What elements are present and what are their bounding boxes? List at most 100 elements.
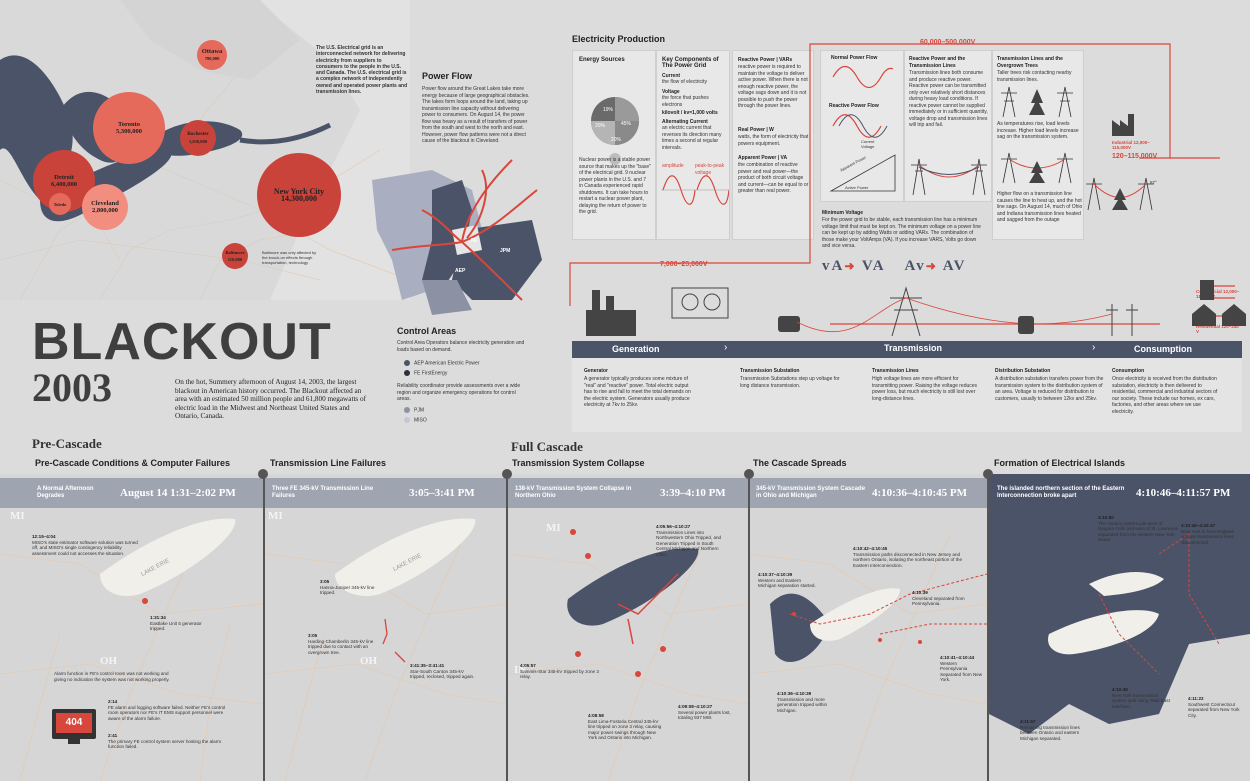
event-note: Alarm function in FE's control room was …	[54, 671, 179, 682]
band-time: August 14 1:31–2:02 PM	[120, 487, 236, 499]
event-text: Cleveland separated from Pennsylvania.	[912, 595, 965, 607]
overgrown-trees-box: Transmission Lines and the Overgrown Tre…	[992, 50, 1084, 240]
event-time: 4:11:22	[1188, 696, 1204, 701]
city-pop: 6,400,000	[51, 181, 77, 188]
desc-title: Distribution Substation	[995, 368, 1051, 374]
event-note: 4:10:37–4:10:39 Western and Eastern Michi…	[758, 572, 816, 589]
panel-title: Formation of Electrical Islands	[994, 458, 1126, 468]
label-jpm: JPM	[500, 248, 511, 254]
va-symbol: vA	[822, 258, 845, 274]
reliability-text: Reliability coordinator provide assessme…	[397, 383, 521, 402]
event-note: 4:10:46–4:10:47 New York to New England u…	[1181, 523, 1245, 545]
kv-label: kilovolt / kv=1,000 volts	[662, 110, 718, 116]
event-text: The primary FE control system server hos…	[108, 738, 222, 750]
power-flow-title: Power Flow	[422, 71, 473, 81]
timeline-dot	[502, 469, 512, 479]
event-time: 4:08:58	[588, 713, 604, 718]
event-note: 4:05:56–4:10:27 Transmission Lines into N…	[656, 524, 726, 558]
city-pop: 2,800,000	[92, 207, 118, 214]
city-name: Baltimore	[225, 250, 245, 255]
event-note: 4:10:50 The Ontario system just west of N…	[1098, 515, 1178, 543]
event-time: 4:05:56–4:10:27	[656, 524, 691, 529]
panel-line-failures	[265, 474, 506, 781]
city-name: Cleveland	[91, 200, 119, 207]
ptp-label: peak-to-peak voltage	[695, 163, 725, 176]
voltage-mid: 120–115,000V	[1112, 153, 1158, 160]
stage-consumption: Consumption	[1134, 344, 1192, 354]
city-pop: 1,050,000	[189, 139, 207, 144]
event-note: 4:10:36–4:10:39 Transmission and more gen…	[777, 691, 841, 713]
event-text: Western and Eastern Michigan separation …	[758, 577, 816, 589]
phase-pre-cascade: Pre-Cascade	[32, 436, 102, 451]
desc-text: Transmission Substations step up voltage…	[740, 376, 840, 389]
event-time: 4:10:36–4:10:39	[777, 691, 812, 696]
event-text: Transmission and more generation tripped…	[777, 696, 828, 713]
event-time: 1:31:34	[150, 615, 166, 620]
city-name: Detroit	[54, 174, 74, 181]
panel-map	[0, 518, 263, 781]
event-time: 4:10:46–4:10:47	[1181, 523, 1216, 528]
panel-map	[265, 518, 506, 781]
event-note: 4:11:57 Remaining transmission lines betw…	[1020, 719, 1086, 741]
power-flow-map	[362, 150, 552, 318]
pie-label: 20%	[611, 137, 622, 143]
city-note: Baltimore was only affected by the knock…	[262, 250, 317, 265]
band-label: Three FE 345-kV Transmission Line Failur…	[272, 486, 374, 499]
trees-title: Transmission Lines and the Overgrown Tre…	[997, 56, 1063, 69]
band-time: 3:39–4:10 PM	[660, 487, 726, 499]
legend-label: AEP American Electric Power	[414, 360, 480, 367]
key-components-box: Key Components of The Power Grid Current…	[656, 50, 730, 240]
divider	[506, 474, 508, 781]
event-note: 4:09:08–4:10:27 Several power plants lost…	[678, 704, 744, 721]
legend-label: PJM	[414, 407, 424, 414]
city-pop: 5,300,000	[116, 128, 142, 135]
power-triangle	[829, 154, 896, 192]
event-note: 2:14 FE alarm and logging software failed…	[108, 699, 233, 721]
normal-flow-label: Normal Power Flow	[831, 55, 878, 61]
key-title: Key Components of The Power Grid	[662, 57, 719, 69]
error-code: 404	[56, 713, 92, 733]
band-label: 138-kV Transmission System Collapse in N…	[515, 486, 632, 499]
event-time: 4:09:08–4:10:27	[678, 704, 713, 709]
band-label: A Normal Afternoon Degrades	[37, 486, 94, 499]
event-note: 3:41:35–3:41:41 Star-South Canton 345-kV …	[410, 663, 480, 680]
desc-title: Transmission Lines	[872, 368, 919, 374]
state-label: MI	[10, 510, 25, 522]
city-name: Ottawa	[201, 48, 223, 55]
event-note: 4:10:39 Cleveland separated from Pennsylv…	[912, 590, 982, 607]
event-time: 4:10:41–4:10:44	[940, 655, 975, 660]
divider	[987, 474, 989, 781]
va-symbols: vA➜ VA Av➜ AV	[822, 258, 967, 275]
page-title: BLACKOUT	[32, 313, 332, 371]
event-time: 4:10:37–4:10:39	[758, 572, 793, 577]
event-note: 4:10:49 New York transmission system spli…	[1112, 687, 1172, 709]
reactive-lines-text: Transmission lines both consume and prod…	[909, 70, 988, 128]
city-toledo: Toledo	[49, 193, 71, 215]
ac-label: Alternating Current	[662, 119, 708, 125]
panel-title: Pre-Cascade Conditions & Computer Failur…	[35, 458, 231, 468]
event-text: Star-South Canton 345-kV tripped, reclos…	[410, 668, 475, 680]
control-areas-text: Control Area Operators balance electrici…	[397, 340, 525, 353]
divider	[748, 474, 750, 781]
event-note: 3:05 Hanna-Juniper 345-kV line tripped.	[320, 579, 390, 596]
intro-text: On the hot, Summery afternoon of August …	[175, 378, 367, 421]
page-year: 2003	[32, 365, 112, 410]
legend-fe: FE FirstEnergy	[404, 370, 447, 377]
desc-text: A distribution substation transfers powe…	[995, 376, 1104, 402]
current-def: the flow of electricity	[662, 79, 708, 85]
desc-text: A generator typically produces some mixt…	[584, 376, 691, 408]
reactive-lines-title: Reactive Power and the Transmission Line…	[909, 56, 966, 69]
event-note: 2:41 The primary FE control system server…	[108, 733, 233, 750]
legend-aep: AEP American Electric Power	[404, 360, 480, 367]
reactive-lines-box: Reactive Power and the Transmission Line…	[904, 50, 992, 202]
legend-label: MISO	[414, 417, 427, 424]
voltage-residential: Residential 120–240 V	[1196, 324, 1239, 334]
panel-cascade-spreads	[750, 474, 987, 781]
city-baltimore: Baltimore 110,000	[222, 243, 248, 269]
apparent-title: Apparent Power | VA	[738, 155, 788, 161]
event-text: Southwest Connecticut separated from New…	[1188, 701, 1240, 718]
chevron-right-icon: ›	[1092, 342, 1096, 353]
grid-note: The U.S. Electrical grid is an interconn…	[316, 45, 408, 96]
va-symbol: AV	[942, 258, 967, 274]
electricity-title: Electricity Production	[572, 34, 666, 44]
